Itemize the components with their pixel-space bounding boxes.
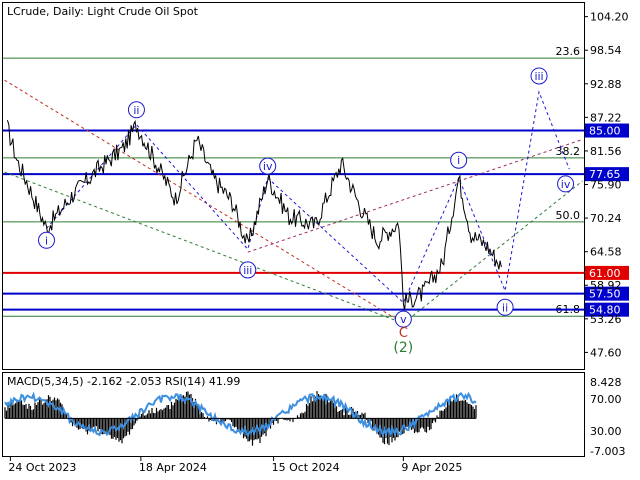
price-series-line	[6, 119, 502, 311]
wave-marker-circle	[38, 231, 56, 249]
wave-label: i	[457, 154, 460, 167]
wave-label: iv	[263, 160, 273, 173]
wave-marker-circle	[394, 310, 412, 328]
indicator-axis-label: 30.00	[590, 425, 622, 438]
trend-channel-line	[247, 138, 583, 253]
price-level-value: 77.65	[589, 168, 621, 181]
wave-marker-circle	[450, 151, 468, 169]
x-axis-tick-label: 18 Apr 2024	[139, 461, 207, 474]
price-level-value: 85.00	[589, 125, 621, 138]
y-axis-tick-label: 92.88	[590, 78, 622, 91]
chart-title: LCrude, Daily: Light Crude Oil Spot	[7, 5, 199, 18]
indicator-axis-label: 8.428	[590, 376, 622, 389]
x-axis-tick-label: 15 Oct 2024	[272, 461, 340, 474]
correction-line	[4, 171, 404, 324]
wave-label: i	[45, 234, 48, 247]
indicator-frame	[2, 372, 585, 457]
price-level-value: 57.50	[589, 288, 621, 301]
indicator-axis-label: 70.00	[590, 393, 622, 406]
y-axis-tick-label: 64.58	[590, 246, 622, 259]
y-axis-tick-label: 53.26	[590, 313, 622, 326]
price-level-value: 61.00	[589, 267, 621, 280]
wave-label: ii	[502, 301, 508, 314]
wave-label-2: (2)	[393, 340, 413, 356]
price-level-tag	[585, 265, 629, 280]
y-axis-tick-label: 47.60	[590, 346, 622, 359]
x-axis-tick-label: 24 Oct 2023	[8, 461, 76, 474]
y-axis-tick-label: 75.90	[590, 179, 622, 192]
indicator-label: MACD(5,34,5) -2.162 -2.053 RSI(14) 41.99	[7, 375, 240, 388]
y-axis-tick-label: 104.20	[590, 11, 629, 24]
fibonacci-level-label: 23.6	[556, 45, 581, 58]
wave-label: ii	[133, 104, 139, 117]
wave-marker-circle	[530, 67, 548, 85]
wave-marker-circle	[557, 175, 575, 193]
price-level-tag	[585, 286, 629, 301]
y-axis-tick-label: 70.24	[590, 212, 622, 225]
wave-marker-circle	[496, 298, 514, 316]
wave-marker-circle	[259, 157, 277, 175]
y-axis-tick-label: 81.56	[590, 145, 622, 158]
rsi-line	[4, 391, 477, 438]
price-level-tag	[585, 302, 629, 317]
fibonacci-level-label: 38.2	[556, 145, 581, 158]
wave-label: v	[400, 313, 407, 326]
wave-label: iii	[243, 264, 252, 277]
wave-label-c: C	[399, 326, 408, 341]
price-level-tag	[585, 123, 629, 138]
x-axis-tick-label: 9 Apr 2025	[401, 461, 462, 474]
y-axis-tick-label: 87.22	[590, 111, 622, 124]
main-chart-frame	[2, 2, 585, 370]
price-level-tag	[585, 167, 629, 182]
fibonacci-level-label: 50.0	[556, 209, 581, 222]
wave-marker-circle	[127, 101, 145, 119]
y-axis-tick-label: 58.92	[590, 279, 622, 292]
y-axis-tick-label: 98.54	[590, 44, 622, 57]
wave-label: iii	[534, 70, 543, 83]
elliott-wave-path	[46, 90, 570, 304]
indicator-axis-label: -7.003	[590, 445, 625, 458]
wave-label: iv	[561, 178, 571, 191]
price-level-value: 54.80	[589, 304, 621, 317]
wave-marker-circle	[239, 261, 257, 279]
